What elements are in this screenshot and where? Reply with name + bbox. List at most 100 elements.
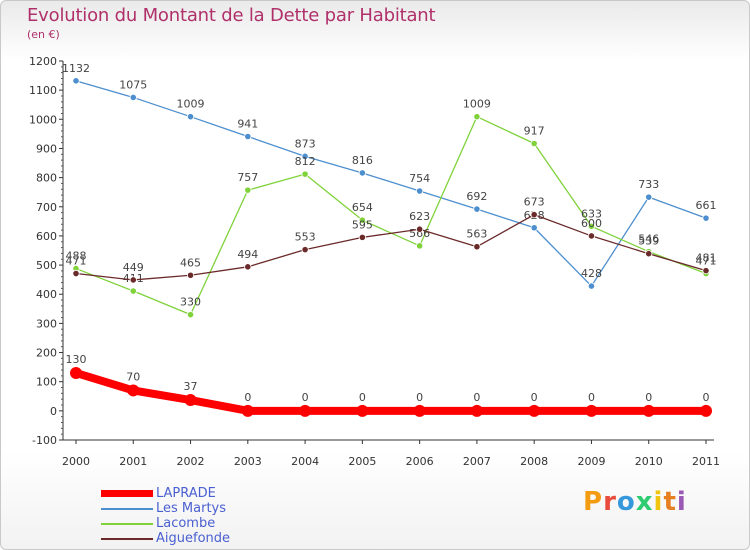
data-label: 754: [409, 172, 430, 185]
data-label: 428: [581, 267, 602, 280]
data-point: [416, 242, 424, 250]
data-point: [244, 186, 252, 194]
data-point: [645, 250, 653, 258]
data-label: 812: [295, 155, 316, 168]
data-point: [413, 404, 426, 417]
legend-swatch: [101, 538, 153, 540]
legend-swatch: [101, 508, 153, 510]
data-point: [470, 404, 483, 417]
brand-letter: P: [583, 487, 604, 517]
data-label: 600: [581, 217, 602, 230]
data-label: 70: [126, 370, 140, 383]
data-label: 546: [638, 233, 659, 246]
data-point: [530, 211, 538, 219]
data-label: 941: [237, 118, 258, 131]
data-point: [587, 222, 596, 230]
y-tick-label: 200: [36, 347, 57, 360]
data-label: 330: [180, 296, 201, 309]
data-label: 733: [638, 178, 659, 191]
data-point: [127, 384, 140, 397]
data-point: [587, 232, 596, 240]
data-point: [301, 170, 309, 178]
data-point: [473, 113, 481, 121]
brand-logo: Proxiti: [583, 487, 687, 517]
data-label: 673: [524, 196, 545, 209]
data-point: [301, 246, 309, 254]
data-label: 623: [409, 210, 430, 223]
brand-letter: t: [663, 487, 677, 517]
data-label: 0: [359, 391, 366, 404]
data-label: 873: [295, 137, 316, 150]
data-point: [645, 193, 653, 201]
y-tick-label: 300: [36, 317, 57, 330]
data-label: 816: [352, 154, 373, 167]
legend-label: Aiguefonde: [156, 531, 231, 546]
data-point: [700, 404, 712, 417]
brand-letter: o: [616, 487, 636, 517]
data-label: 757: [237, 171, 258, 184]
y-tick-label: 1000: [29, 113, 57, 126]
y-tick-label: 100: [36, 376, 57, 389]
x-tick-label: 2009: [577, 455, 605, 468]
data-label: 471: [696, 255, 717, 268]
y-tick-label: 800: [36, 172, 57, 185]
x-tick-label: 2008: [520, 455, 548, 468]
data-label: 1009: [177, 98, 205, 111]
data-point: [642, 404, 655, 417]
data-label: 449: [123, 261, 144, 274]
data-label: 654: [352, 201, 373, 214]
legend-swatch: [101, 523, 153, 525]
data-label: 1009: [463, 98, 491, 111]
data-label: 563: [466, 228, 487, 241]
data-point: [530, 139, 538, 148]
data-point: [358, 169, 366, 177]
legend-label: Lacombe: [156, 516, 216, 531]
x-tick-label: 2004: [291, 455, 319, 468]
y-tick-label: 500: [36, 259, 57, 272]
data-point: [702, 214, 710, 222]
y-tick-label: 900: [36, 142, 57, 155]
data-point: [70, 366, 82, 379]
legend-label: Les Martys: [156, 501, 227, 516]
x-tick-label: 2006: [406, 455, 434, 468]
data-point: [301, 152, 309, 160]
data-label: 553: [295, 231, 316, 244]
data-label: 130: [66, 353, 87, 366]
x-tick-label: 2005: [348, 455, 376, 468]
data-point: [241, 404, 254, 417]
data-point: [358, 233, 366, 241]
y-tick-label: 0: [50, 405, 57, 418]
brand-letter: i: [653, 487, 664, 517]
legend-swatch: [101, 490, 153, 497]
series-line-laprade: [72, 368, 710, 415]
data-point: [184, 394, 197, 407]
data-point: [473, 243, 481, 251]
data-point: [416, 225, 424, 233]
data-point: [702, 267, 710, 275]
data-label: 1075: [119, 78, 147, 91]
data-point: [129, 276, 137, 284]
chart-title: Evolution du Montant de la Dette par Hab…: [27, 5, 436, 26]
x-tick-label: 2000: [62, 455, 90, 468]
data-point: [129, 287, 137, 295]
data-label: 0: [416, 391, 423, 404]
data-point: [186, 311, 195, 319]
data-label: 481: [696, 252, 717, 265]
data-point: [416, 187, 424, 195]
data-label: 0: [473, 391, 480, 404]
data-label: 692: [466, 190, 487, 203]
data-point: [587, 282, 596, 290]
data-point: [186, 113, 195, 121]
data-point: [473, 205, 481, 213]
data-point: [72, 77, 80, 85]
data-point: [585, 404, 598, 417]
data-label: 633: [581, 207, 602, 220]
x-tick-label: 2007: [463, 455, 491, 468]
data-label: 0: [244, 391, 251, 404]
data-point: [299, 404, 312, 417]
data-label: 471: [66, 255, 87, 268]
data-label: 917: [524, 125, 545, 138]
series-line-lacombe: [75, 116, 707, 316]
